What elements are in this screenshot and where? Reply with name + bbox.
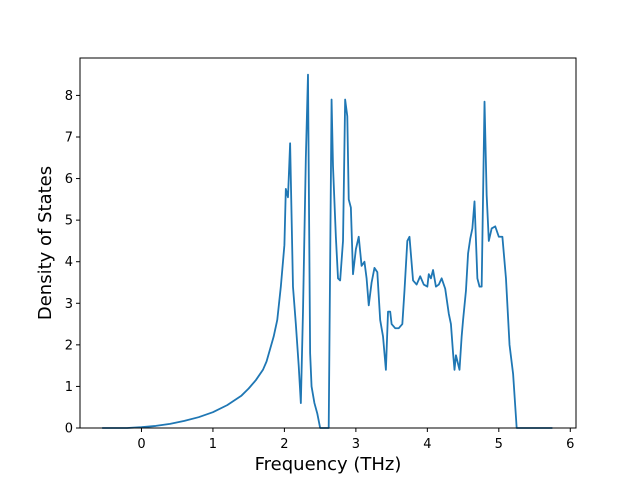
y-axis-label: Density of States: [35, 166, 56, 320]
x-tick-label: 0: [137, 437, 145, 452]
x-tick-label: 5: [495, 437, 503, 452]
plot-background: [80, 58, 576, 428]
x-tick-label: 2: [280, 437, 288, 452]
x-axis: 0 1 2 3 4 5 6: [137, 428, 574, 452]
y-tick-label: 1: [65, 380, 73, 395]
y-tick-label: 2: [65, 338, 73, 353]
dos-series-line: [102, 73, 553, 429]
y-tick-label: 7: [65, 130, 73, 145]
x-tick-label: 4: [423, 437, 431, 452]
y-tick-label: 4: [65, 255, 73, 270]
x-tick-label: 6: [566, 437, 574, 452]
y-tick-label: 8: [65, 89, 73, 104]
y-tick-label: 6: [65, 172, 73, 187]
y-tick-label: 5: [65, 214, 73, 229]
x-axis-label: Frequency (THz): [255, 454, 402, 475]
x-tick-label: 3: [352, 437, 360, 452]
y-axis: 0 1 2 3 4 5 6 7 8: [65, 89, 80, 437]
plot-frame: [79, 57, 577, 429]
y-tick-label: 3: [65, 297, 73, 312]
x-tick-label: 1: [209, 437, 217, 452]
y-tick-label: 0: [65, 422, 73, 437]
